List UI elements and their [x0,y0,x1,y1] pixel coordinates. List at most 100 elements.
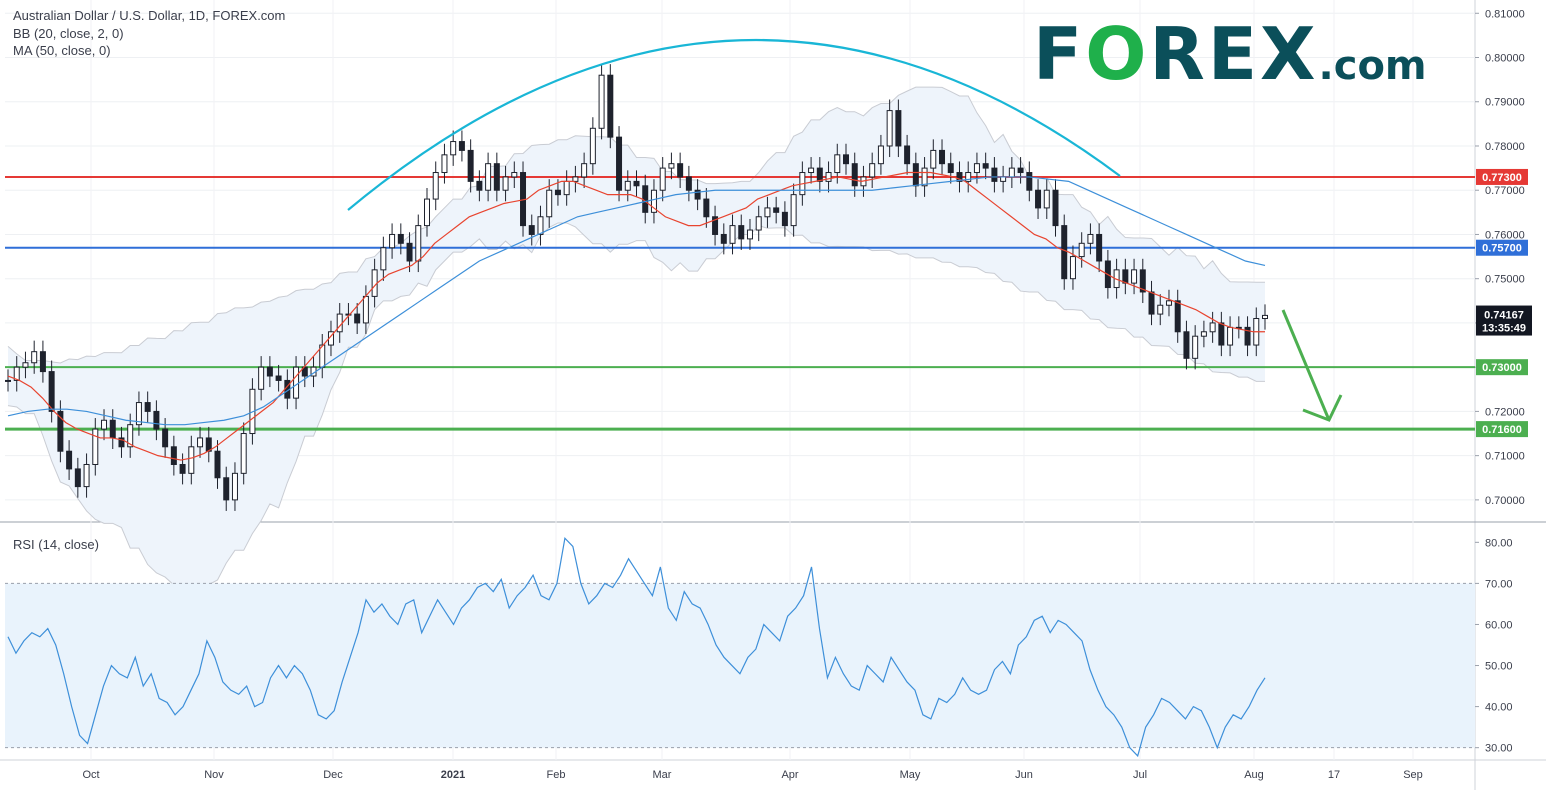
logo-f: F [1033,12,1086,96]
candle-body [336,313,343,333]
candle-body [424,198,430,227]
candle-body [223,477,230,501]
candle-body [1148,291,1155,315]
x-tick-label: 17 [1328,769,1340,781]
candle-body [301,366,308,377]
candle-body [511,172,518,178]
candle-body [57,410,64,452]
x-tick-label: Nov [204,769,224,781]
candle-body [153,410,160,430]
candle-body [231,472,238,501]
candle-body [162,428,169,448]
y-tick-label: 0.80000 [1485,53,1525,65]
candle-body [685,176,692,191]
candle-body [650,189,657,213]
candle-body [1069,256,1076,280]
candle-body [1139,269,1146,293]
bollinger-basis-line [7,171,1265,461]
x-tick-label: Mar [653,769,672,781]
candle-body [581,163,588,178]
candle-body [956,172,963,182]
candle-body [930,149,937,169]
rsi-y-tick-label: 50.00 [1485,661,1513,673]
candle-body [895,110,902,147]
level-tag-label: 0.75700 [1482,243,1522,255]
candle-body [5,379,11,382]
x-tick-label: Jun [1015,769,1033,781]
candle-body [1035,189,1042,209]
candle-body [258,366,265,390]
candle-body [240,433,247,474]
level-tag-label: 0.71600 [1482,424,1522,436]
candle-body [266,366,273,377]
candle-body [851,163,858,187]
logo-rex: REX [1149,12,1319,96]
rsi-band-fill [5,583,1475,748]
candle-body [738,225,745,240]
candle-body [92,428,99,465]
candle-body [921,167,928,187]
rsi-y-tick-label: 40.00 [1485,702,1513,714]
candle-body [528,225,535,235]
forecast-arrow-head [1302,394,1343,422]
bb-indicator-label[interactable]: BB (20, close, 2, 0) [13,26,124,41]
level-tag [1476,359,1528,376]
x-tick-label: Sep [1403,769,1423,781]
candle-body [493,163,500,191]
candle-body [1165,300,1172,306]
candle-body [31,351,38,364]
candle-body [746,229,753,240]
candle-body [790,194,797,227]
candle-body [275,375,282,381]
candle-body [843,154,849,165]
dome-arc-annotation [347,39,1121,211]
candle-body [485,163,492,191]
candle-body [389,233,396,249]
candle-body [380,247,387,271]
candle-body [1174,300,1181,333]
rsi-y-tick-label: 70.00 [1485,578,1513,590]
candle-body [904,145,911,165]
candle-body [991,167,998,182]
candle-body [633,180,640,187]
candle-body [197,437,204,448]
candle-body [74,468,81,488]
candle-body [720,233,727,244]
ma-indicator-label[interactable]: MA (50, close, 0) [13,43,111,58]
rsi-indicator-label[interactable]: RSI (14, close) [13,537,99,552]
candle-body [1026,172,1033,191]
candle-body [188,446,195,474]
candle-body [179,463,186,474]
candle-body [458,141,465,151]
candle-body [589,127,596,165]
candle-body [1078,242,1085,258]
candle-body [432,172,439,200]
bollinger-band-fill [8,87,1265,594]
candle-body [939,149,946,165]
candle-body [834,154,841,174]
candle-body [755,216,762,231]
candle-body [816,167,823,182]
countdown-label: 13:35:49 [1482,323,1526,335]
candle-body [712,216,719,235]
candle-body [642,185,649,213]
last-price-label: 0.74167 [1484,310,1524,322]
candle-body [1244,326,1251,346]
candle-body [450,141,457,156]
candle-body [476,180,483,191]
candle-body [973,163,980,174]
candle-body [982,163,989,169]
level-tag-label: 0.77300 [1482,172,1522,184]
rsi-y-tick-label: 80.00 [1485,537,1513,549]
candle-body [118,437,125,448]
y-tick-label: 0.70000 [1485,495,1525,507]
x-tick-label: Jul [1133,769,1147,781]
candle-body [616,136,623,191]
candle-body [101,419,108,430]
candle-body [441,154,448,174]
candle-body [1200,331,1207,337]
candle-body [48,371,55,412]
chart-title: Australian Dollar / U.S. Dollar, 1D, FOR… [13,8,286,23]
bollinger-lower [7,222,1265,594]
